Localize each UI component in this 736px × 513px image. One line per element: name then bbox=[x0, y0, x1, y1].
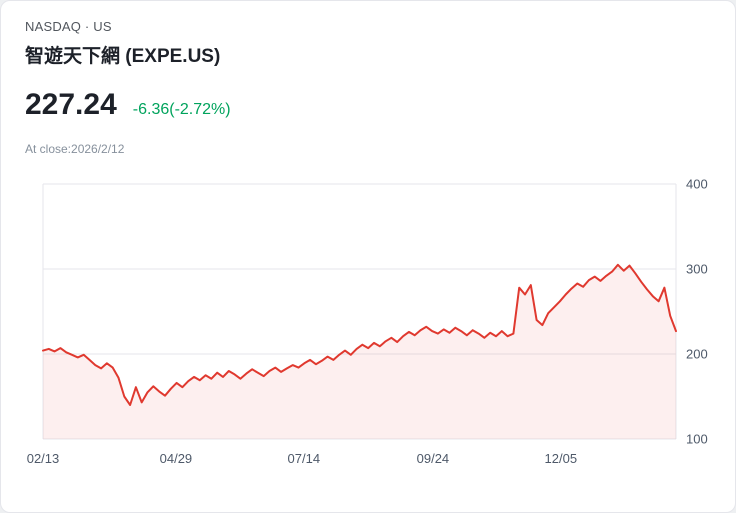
price-row: 227.24 -6.36(-2.72%) bbox=[25, 88, 711, 122]
price-change: -6.36(-2.72%) bbox=[132, 101, 231, 118]
y-axis-tick-label: 100 bbox=[686, 432, 708, 447]
stock-name: 智遊天下網 (EXPE.US) bbox=[25, 46, 221, 67]
y-axis-tick-label: 300 bbox=[686, 262, 708, 277]
exchange-label: NASDAQ · US bbox=[25, 19, 112, 34]
x-axis-tick-label: 04/29 bbox=[160, 451, 193, 466]
quote-header: NASDAQ · US 智遊天下網 (EXPE.US) 227.24 -6.36… bbox=[1, 1, 735, 156]
y-axis-tick-label: 200 bbox=[686, 347, 708, 362]
price-chart-svg: 100 200 300 400 02/13 04/29 07/14 09/24 12/05 bbox=[27, 177, 708, 467]
x-axis-tick-label: 07/14 bbox=[288, 451, 321, 466]
x-axis-tick-label: 12/05 bbox=[545, 451, 578, 466]
x-axis-tick-label: 02/13 bbox=[27, 451, 60, 466]
price-chart[interactable]: 100 200 300 400 02/13 04/29 07/14 09/24 12/05 bbox=[1, 171, 735, 481]
as-of-timestamp: At close:2026/2/12 bbox=[25, 142, 125, 156]
last-price: 227.24 bbox=[25, 88, 117, 121]
price-line bbox=[42, 263, 677, 406]
price-area bbox=[43, 264, 676, 439]
y-axis-tick-label: 400 bbox=[686, 177, 708, 192]
x-axis-tick-label: 09/24 bbox=[417, 451, 450, 466]
